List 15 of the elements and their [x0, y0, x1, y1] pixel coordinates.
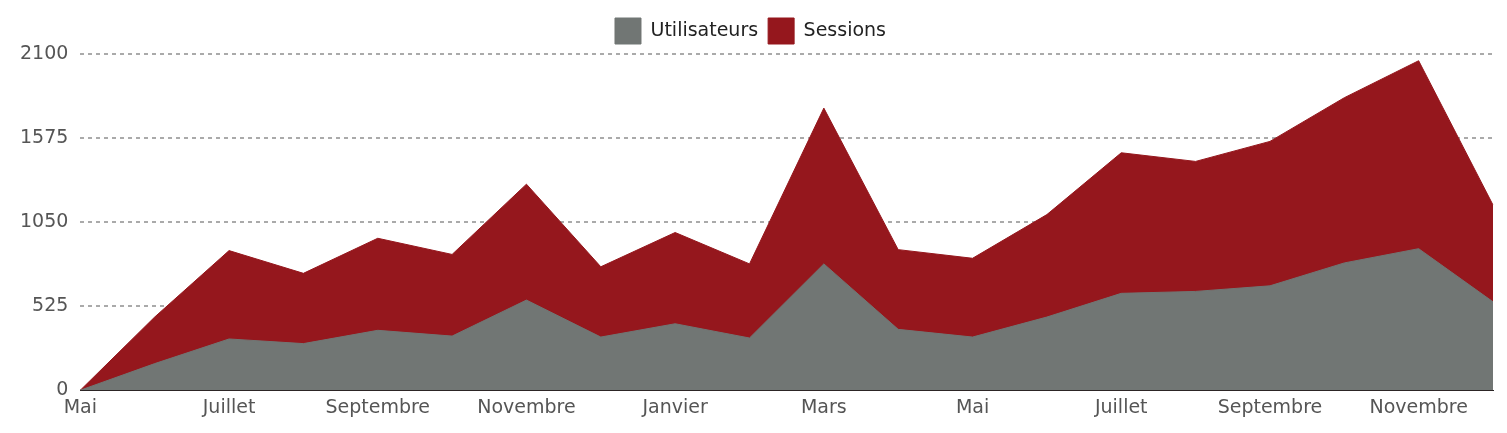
y-tick-label: 1575 — [19, 124, 69, 147]
x-tick-label: Novembre — [477, 394, 576, 417]
x-tick-label: Janvier — [641, 394, 708, 417]
x-tick-label: Septembre — [325, 394, 431, 417]
x-tick-label: Juillet — [1093, 394, 1148, 417]
x-tick-label: Septembre — [1217, 394, 1323, 417]
legend-label: Utilisateurs — [650, 17, 759, 40]
y-tick-label: 525 — [32, 293, 69, 316]
x-tick-label: Novembre — [1369, 394, 1468, 417]
x-tick-label: Juillet — [201, 394, 256, 417]
x-tick-label: Mai — [955, 394, 990, 417]
x-tick-label: Mars — [800, 394, 847, 417]
y-tick-label: 2100 — [19, 40, 69, 63]
y-tick-label: 1050 — [19, 209, 69, 232]
legend-label: Sessions — [803, 17, 887, 40]
